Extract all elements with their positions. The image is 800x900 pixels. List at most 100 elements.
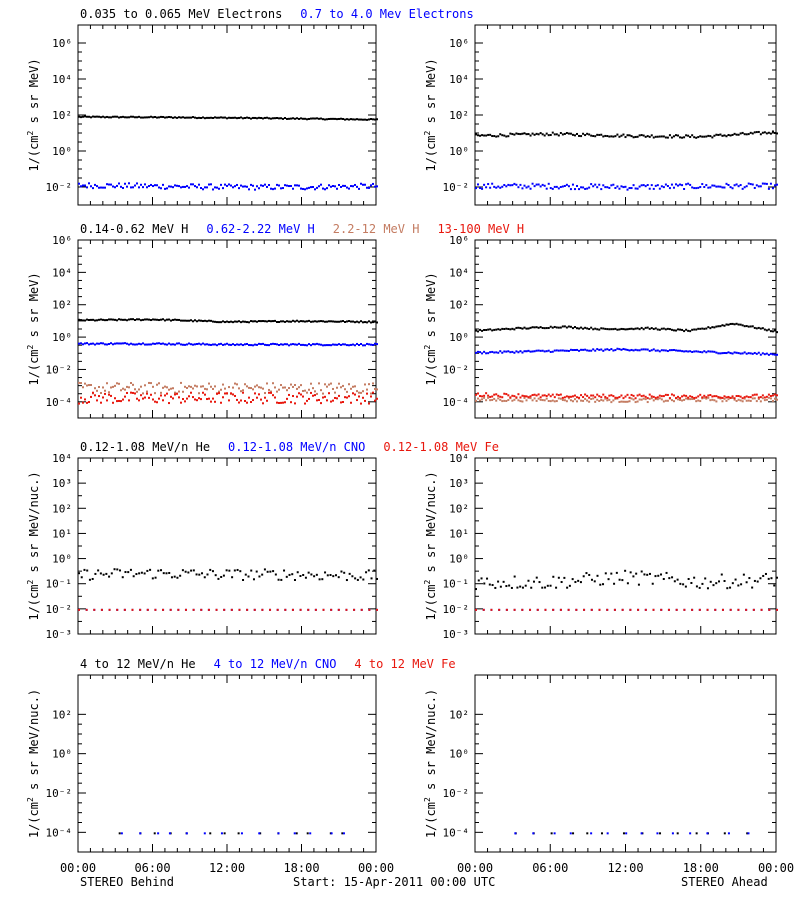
data-point [354,321,356,324]
data-point [154,392,156,395]
data-point [286,389,288,392]
data-point [672,135,675,138]
data-point [223,832,226,835]
data-point [192,396,194,399]
data-point [160,187,162,190]
data-point [314,117,316,120]
data-point [204,117,206,120]
legend-row2-0: 0.12-1.08 MeV/n He [80,440,210,454]
data-point [691,350,694,353]
plot-frame [77,674,377,853]
data-point [644,185,647,188]
data-point [709,394,712,397]
data-point [559,186,562,189]
data-point [166,116,168,119]
data-point [274,386,276,389]
data-point [733,132,736,135]
data-point [491,329,494,332]
data-point [679,328,682,331]
data-point [767,131,770,134]
data-point [86,186,88,189]
data-point [652,136,655,139]
data-point [128,386,130,389]
data-point [204,387,206,390]
data-point [616,133,619,136]
data-point [82,343,84,346]
data-point [269,608,272,611]
data-point [731,352,734,355]
data-point [338,117,340,120]
data-point [368,320,370,323]
data-point [654,396,657,399]
data-point [513,398,516,401]
data-point [590,578,593,581]
data-point [280,320,282,323]
data-point [174,343,176,346]
data-point [511,133,514,136]
data-point [735,395,738,398]
data-point [84,382,86,385]
x-tick-label: 18:00 [283,861,319,875]
data-point [745,352,748,355]
data-point [266,320,268,323]
data-point [709,186,712,189]
data-point [618,400,621,403]
data-point [352,118,354,121]
data-point [192,320,194,323]
data-point [372,382,374,385]
data-point [497,328,500,331]
data-point [214,186,216,189]
data-point [586,832,589,835]
data-point [104,389,106,392]
data-point [586,349,589,352]
data-point [650,184,653,187]
data-point [630,135,633,138]
data-point [559,397,562,400]
data-point [769,394,772,397]
data-point [354,183,356,186]
data-point [493,135,496,138]
x-tick-label: 12:00 [209,861,245,875]
data-point [88,401,90,404]
data-point [293,832,296,835]
data-point [763,396,766,399]
data-point [280,117,282,120]
series-0-14-0-62-mev-h [475,322,778,334]
data-point [511,184,514,187]
data-point [533,326,536,329]
data-point [134,392,136,395]
series-0-62-2-22-mev-h [475,347,778,356]
data-point [118,832,121,835]
data-point [590,398,593,401]
data-point [344,396,346,399]
data-point [571,395,574,398]
data-point [642,348,645,351]
data-point [320,389,322,392]
data-point [210,343,212,346]
data-point [573,349,576,352]
data-point [190,391,192,394]
data-point [330,382,332,385]
row-1: 0.14-0.62 MeV H 0.62-2.22 MeV H 2.2-12 MeV… [26,222,778,419]
data-point [767,328,770,331]
data-point [658,394,661,397]
data-point [571,400,574,403]
data-point [342,401,344,404]
data-point [96,342,98,345]
data-point [316,186,318,189]
data-point [743,325,746,328]
data-point [100,318,102,321]
data-point [762,574,765,577]
data-point [769,397,772,400]
data-point [517,351,520,354]
data-point [584,134,587,137]
data-point [773,184,776,187]
data-point [132,318,134,321]
data-point [529,397,532,400]
data-point [689,832,692,835]
data-point [272,382,274,385]
data-point [170,576,173,579]
data-point [531,399,534,402]
data-point [144,183,146,186]
